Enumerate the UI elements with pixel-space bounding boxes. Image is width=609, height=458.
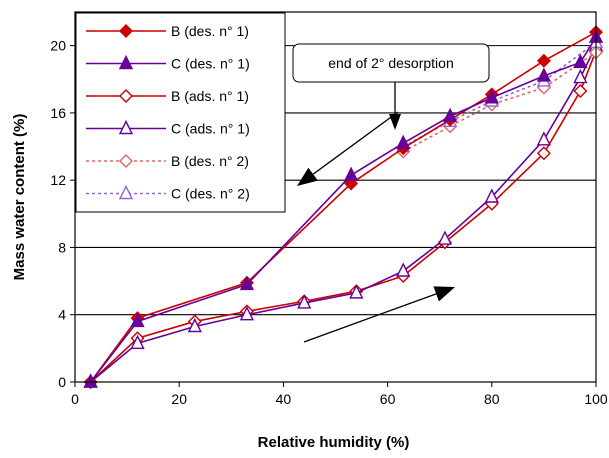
legend-label: B (des. n° 2) [171,153,249,169]
data-point [130,334,145,350]
legend-box [75,12,286,213]
data-point [297,294,312,309]
legend-item: C (des. n° 2) [86,184,250,202]
legend-swatch-marker [119,154,133,168]
tick-labels: 0 4 8 12 16 20 0 20 40 60 80 100 [50,38,607,407]
y-tick-label: 0 [58,374,66,390]
legend-swatch-marker [118,119,134,135]
data-point [536,131,552,146]
legend-label: B (ads. n° 1) [171,88,249,104]
legend-label: C (des. n° 1) [171,56,250,72]
data-point [396,134,411,149]
series-line [90,45,597,383]
y-axis-title: Mass water content (%) [11,114,28,281]
data-point [573,69,588,84]
y-tick-label: 12 [50,172,66,188]
y-tick-label: 8 [58,239,66,255]
x-tick-label: 20 [171,391,187,407]
data-point [437,230,453,245]
data-point [442,107,458,122]
x-tick-label: 0 [71,391,79,407]
data-point [187,317,202,333]
desorption-arrow-head [297,167,318,186]
legend-label: C (des. n° 2) [171,186,250,202]
legend-item: B (des. n° 1) [86,23,249,39]
legend-item: C (des. n° 1) [86,54,250,72]
y-tick-label: 20 [50,38,66,54]
data-point [349,284,364,299]
adsorption-arrow-head [433,286,455,302]
data-point [536,53,551,68]
y-tick-label: 4 [58,307,66,323]
x-axis-title: Relative humidity (%) [258,434,410,451]
series-layer [83,25,604,389]
data-point [573,53,588,69]
x-tick-label: 60 [380,391,396,407]
desorption-arrow-line [312,111,399,175]
series-line [89,36,597,383]
data-point [239,275,255,291]
adsorption-arrow-line [303,293,437,343]
legend-swatch-marker [118,184,134,200]
data-point [343,166,359,181]
legend-swatch-marker [119,89,133,103]
data-point [536,67,552,82]
annotation-group: end of 2° desorption [292,43,490,130]
annotation-label: end of 2° desorption [328,55,453,71]
annotation-box [292,43,490,83]
data-point [130,312,145,328]
y-tick-label: 16 [50,105,66,121]
data-point [573,84,588,99]
data-point [484,89,499,104]
legend-swatch-marker [118,54,134,70]
x-tick-label: 100 [584,391,608,407]
annotation-pointer-head [389,114,401,130]
data-point [536,146,551,161]
x-tick-label: 40 [276,391,292,407]
data-point [239,306,255,321]
legend-swatch-marker [119,24,133,38]
plot-area-frame [74,11,597,383]
series-line [90,50,597,383]
legend-item: B (des. n° 2) [86,153,249,169]
x-tick-label: 80 [484,391,500,407]
direction-arrows [297,111,455,343]
data-point [484,188,499,203]
legend: B (des. n° 1) C (des. n° 1) B (ads. n° 1) C… [75,12,286,213]
legend-label: C (ads. n° 1) [171,121,250,137]
legend-item: C (ads. n° 1) [86,119,250,137]
data-point [83,373,98,388]
series-line [402,51,597,153]
legend-item: B (ads. n° 1) [86,88,249,104]
legend-label: B (des. n° 1) [171,23,249,39]
axis-layer [74,11,597,383]
data-point [396,262,411,277]
